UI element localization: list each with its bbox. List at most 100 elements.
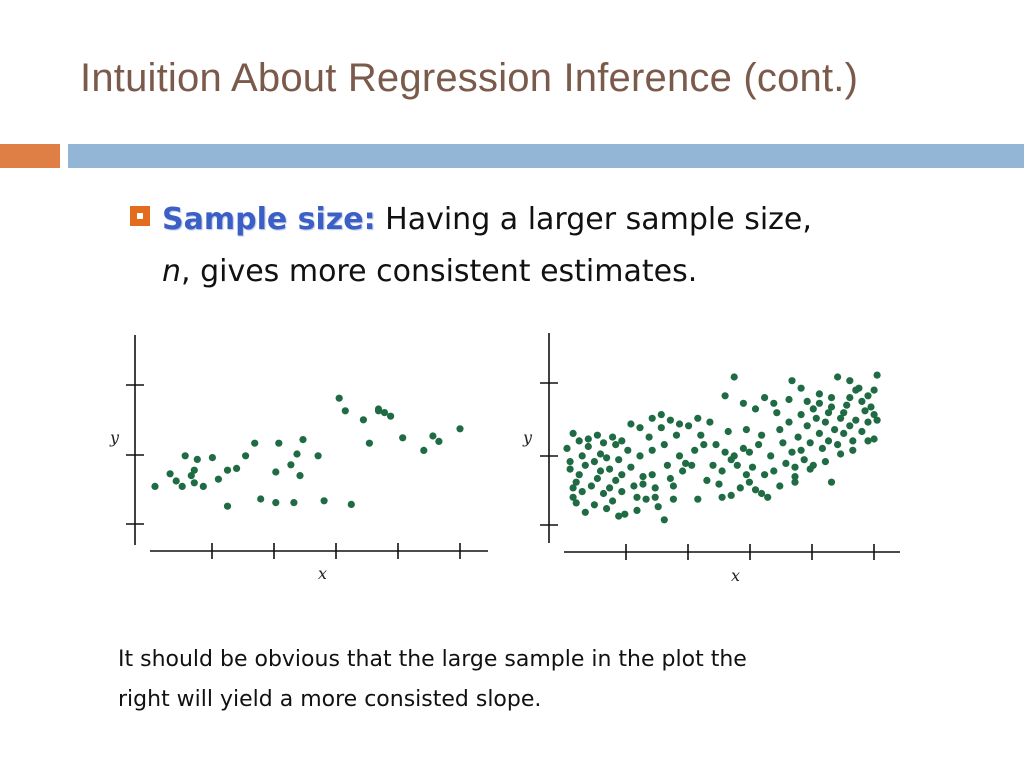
scatter-point xyxy=(627,420,635,428)
scatter-point xyxy=(341,407,349,415)
scatter-point xyxy=(190,466,198,474)
scatter-point xyxy=(320,497,328,505)
scatter-point xyxy=(456,425,464,433)
scatter-point xyxy=(688,461,696,469)
scatter-point xyxy=(666,474,674,483)
slide-title: Intuition About Regression Inference (co… xyxy=(80,56,859,100)
left-scatter-points xyxy=(151,394,464,510)
scatter-point xyxy=(599,439,608,447)
scatter-point xyxy=(584,442,592,451)
scatter-point xyxy=(648,446,656,454)
scatter-point xyxy=(251,439,259,447)
scatter-point xyxy=(651,493,659,501)
left-x-axis-label: x xyxy=(318,564,327,583)
scatter-point xyxy=(791,478,799,486)
scatter-point xyxy=(293,450,301,458)
scatter-point xyxy=(642,495,650,503)
scatter-point xyxy=(603,454,611,462)
scatter-point xyxy=(864,437,872,445)
scatter-point xyxy=(575,437,583,445)
scatter-point xyxy=(399,434,407,442)
scatter-point xyxy=(709,461,717,469)
bullet-text-line1: Having a larger sample size, xyxy=(375,202,812,237)
scatter-point xyxy=(572,499,580,507)
scatter-point xyxy=(584,435,592,443)
scatter-point xyxy=(837,450,845,458)
scatter-point xyxy=(715,480,723,488)
scatter-point xyxy=(870,435,878,443)
scatter-point xyxy=(609,497,617,505)
scatter-point xyxy=(852,386,860,394)
scatter-point xyxy=(199,482,207,490)
scatter-point xyxy=(797,384,805,392)
bullet-keyword: Sample size: xyxy=(162,202,376,237)
scatter-point xyxy=(758,431,766,439)
scatter-point xyxy=(660,516,668,524)
scatter-point xyxy=(818,444,826,452)
scatter-point xyxy=(809,405,817,413)
scatter-point xyxy=(387,412,395,420)
scatter-point xyxy=(751,486,760,494)
scatter-point xyxy=(727,491,735,499)
scatter-point xyxy=(797,411,805,419)
scatter-point xyxy=(815,429,823,437)
scatter-point xyxy=(603,505,611,513)
scatter-point xyxy=(178,482,186,490)
scatter-point xyxy=(849,437,857,445)
scatter-point xyxy=(675,452,684,460)
scatter-point xyxy=(873,416,881,424)
scatter-point xyxy=(824,437,833,445)
scatter-point xyxy=(748,463,757,471)
scatter-point xyxy=(773,409,781,417)
scatter-point xyxy=(187,472,195,480)
scatter-point xyxy=(569,429,577,437)
scatter-point xyxy=(651,484,659,492)
scatter-point xyxy=(663,461,671,469)
scatter-point xyxy=(299,436,307,444)
scatter-point xyxy=(837,414,845,422)
scatter-point xyxy=(193,455,201,463)
square-bullet-icon xyxy=(130,206,150,226)
scatter-point xyxy=(812,414,820,422)
scatter-point xyxy=(666,416,674,424)
scatter-point xyxy=(827,394,836,402)
scatter-point xyxy=(736,484,744,492)
scatter-point xyxy=(380,409,389,417)
scatter-point xyxy=(730,452,738,460)
scatter-point xyxy=(843,401,851,409)
scatter-point xyxy=(691,446,699,454)
scatter-point xyxy=(758,489,766,498)
scatter-point xyxy=(770,399,778,407)
scatter-point xyxy=(800,456,808,464)
scatter-point xyxy=(621,510,629,518)
scatter-point xyxy=(840,429,848,437)
scatter-point xyxy=(669,495,677,503)
scatter-point xyxy=(870,411,878,419)
scatter-point xyxy=(782,459,790,467)
scatter-point xyxy=(718,493,726,501)
scatter-point xyxy=(791,473,799,481)
large-sample-scatter-plot: y x xyxy=(522,333,900,585)
scatter-point xyxy=(593,474,601,483)
scatter-point xyxy=(633,506,641,514)
scatter-point xyxy=(347,500,355,508)
scatter-point xyxy=(290,499,298,507)
scatter-point xyxy=(803,422,811,430)
scatter-point xyxy=(606,465,614,473)
scatter-point xyxy=(834,373,842,381)
scatter-point xyxy=(840,409,848,417)
scatter-point xyxy=(788,448,796,456)
scatter-point xyxy=(806,439,814,447)
scatter-point xyxy=(639,473,647,481)
scatter-point xyxy=(742,426,750,434)
scatter-point xyxy=(846,377,854,385)
scatter-point xyxy=(287,461,295,469)
scatter-point xyxy=(618,471,626,479)
scatter-point xyxy=(590,501,598,509)
scatter-point xyxy=(745,448,753,456)
bullet-point: Sample size: Having a larger sample size… xyxy=(130,194,990,298)
scatter-point xyxy=(624,446,632,454)
small-sample-scatter-plot: y x xyxy=(109,335,488,583)
scatter-point xyxy=(633,493,641,501)
scatter-point xyxy=(785,395,793,404)
